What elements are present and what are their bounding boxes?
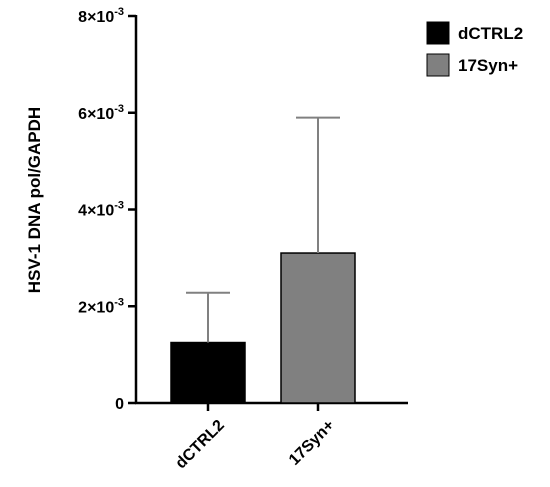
y-axis-label: HSV-1 DNA pol/GAPDH bbox=[25, 107, 44, 293]
bar-17syn bbox=[280, 252, 356, 404]
y-tick-label: 0 bbox=[115, 396, 124, 413]
x-tick-label: dCTRL2 bbox=[172, 417, 227, 472]
legend-entry: 17Syn+ bbox=[426, 53, 518, 77]
y-tick-label: 2×10-3 bbox=[78, 296, 124, 316]
y-tick-label: 4×10-3 bbox=[78, 200, 124, 220]
error-bar bbox=[186, 291, 230, 343]
legend-swatch bbox=[426, 21, 450, 45]
x-axis-ticks: dCTRL2 17Syn+ bbox=[172, 403, 338, 472]
legend-swatch bbox=[426, 53, 450, 77]
bars bbox=[170, 252, 356, 404]
legend-label: dCTRL2 bbox=[458, 24, 523, 43]
error-bars bbox=[186, 116, 340, 343]
error-bar bbox=[296, 116, 340, 254]
legend-entry: dCTRL2 bbox=[426, 21, 523, 45]
legend-label: 17Syn+ bbox=[458, 56, 518, 75]
legend: dCTRL2 17Syn+ bbox=[426, 21, 523, 77]
bar-dctrl2 bbox=[170, 341, 246, 404]
x-tick-label: 17Syn+ bbox=[286, 417, 338, 469]
y-tick-label: 6×10-3 bbox=[78, 103, 124, 123]
y-axis-ticks: 0 2×10-3 4×10-3 6×10-3 8×10-3 bbox=[78, 6, 136, 413]
y-tick-label: 8×10-3 bbox=[78, 6, 124, 26]
